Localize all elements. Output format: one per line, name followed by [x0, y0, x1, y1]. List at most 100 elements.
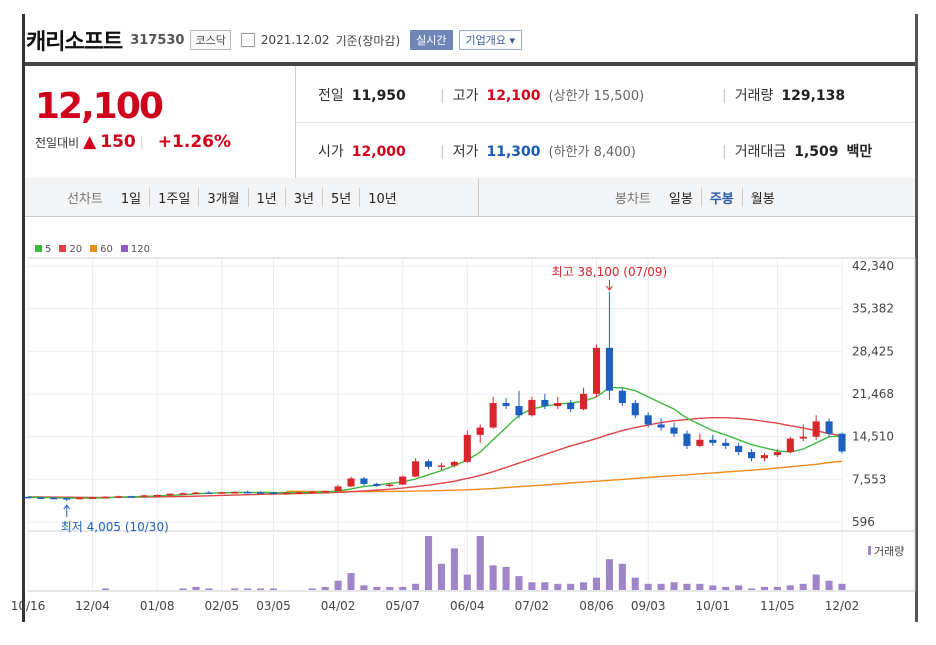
- period-1y[interactable]: 1년: [247, 188, 285, 207]
- volume-bar: [696, 583, 704, 590]
- volume-bar: [748, 588, 756, 590]
- candle-daily[interactable]: 일봉: [668, 192, 693, 207]
- volume-bar: [489, 565, 497, 590]
- high-label: 고가: [452, 88, 479, 104]
- volume-bar: [528, 582, 536, 590]
- up-arrow-icon: ▲: [83, 132, 97, 152]
- volume-bar: [347, 573, 355, 590]
- volume-bar: [179, 588, 187, 590]
- x-tick-label: 02/05: [205, 599, 240, 613]
- ma-legend: 5 20 60 120: [35, 244, 150, 255]
- y-tick-label: 14,510: [852, 430, 894, 444]
- candle-body: [489, 403, 497, 428]
- candle-body: [140, 495, 148, 497]
- ma20-line: [27, 417, 843, 499]
- volume-bar: [399, 586, 407, 590]
- candle-body: [153, 494, 161, 497]
- open-label: 시가: [318, 144, 344, 160]
- prev-close: 전일 11,950: [318, 85, 406, 105]
- current-price: 12,100: [35, 86, 164, 127]
- volume-bar: [657, 583, 665, 590]
- period-1w[interactable]: 1주일: [149, 188, 198, 207]
- candle-body: [63, 498, 71, 500]
- volume-bar: [257, 588, 265, 590]
- candle-body: [244, 491, 252, 494]
- volume-legend-swatch: [868, 546, 871, 555]
- candle-body: [424, 461, 433, 467]
- divider: |: [722, 144, 727, 160]
- volume-bar: [386, 586, 394, 590]
- candle-body: [321, 491, 329, 493]
- period-5y[interactable]: 5년: [322, 188, 359, 207]
- candle-body: [644, 415, 652, 425]
- ma5-line: [27, 387, 843, 499]
- candle-body: [114, 496, 122, 498]
- legend-label: 5: [45, 244, 52, 255]
- x-tick-label: 05/07: [385, 599, 420, 613]
- candle-monthly[interactable]: 월봉: [741, 188, 783, 207]
- x-tick-label: 04/02: [321, 599, 356, 613]
- candle-body: [541, 399, 549, 407]
- volume-bar: [450, 548, 458, 590]
- volume-bar: [812, 574, 820, 590]
- x-tick-label: 07/02: [515, 599, 550, 613]
- realtime-button[interactable]: 실시간: [410, 30, 453, 50]
- low-label: 저가: [452, 144, 479, 160]
- volume-bar: [463, 574, 471, 590]
- candle-body: [838, 433, 846, 452]
- volume-bar: [825, 580, 833, 590]
- volume-bar: [567, 583, 575, 590]
- legend-label: 20: [69, 244, 83, 255]
- prev-value: 11,950: [351, 88, 406, 104]
- divider: |: [440, 88, 445, 104]
- period-bar: 선차트 1일 1주일 3개월 1년 3년 5년 10년 봉차트 일봉 주봉 월봉: [25, 178, 915, 217]
- company-overview-button[interactable]: 기업개요 ▾: [458, 30, 523, 50]
- volume-bar: [541, 582, 549, 590]
- candle-body: [748, 452, 756, 459]
- candle-body: [308, 491, 316, 494]
- candle-body: [786, 438, 794, 453]
- volume-bar: [424, 536, 433, 590]
- period-1d[interactable]: 1일: [120, 192, 142, 207]
- volume-bar: [605, 559, 613, 590]
- candle-body: [812, 421, 820, 437]
- x-tick-label: 09/03: [631, 599, 666, 613]
- candle-body: [567, 403, 575, 410]
- period-10y[interactable]: 10년: [359, 188, 405, 207]
- amount-value: 1,509: [794, 144, 839, 160]
- legend-swatch: [120, 245, 128, 252]
- volume-bar: [735, 585, 743, 590]
- x-tick-label: 08/06: [579, 599, 614, 613]
- y-tick-label: 21,468: [852, 387, 894, 401]
- period-3y[interactable]: 3년: [284, 188, 322, 207]
- upper-limit: (상한가 15,500): [548, 89, 645, 104]
- candle-body: [696, 439, 704, 446]
- volume-bar: [760, 586, 769, 590]
- volume-bar: [334, 580, 342, 590]
- line-chart-periods: 선차트 1일 1주일 3개월 1년 3년 5년 10년: [67, 188, 405, 207]
- volume-bar: [101, 588, 110, 590]
- candle-weekly[interactable]: 주봉: [700, 188, 742, 207]
- frame-edge-left: [22, 14, 25, 622]
- period-3m[interactable]: 3개월: [198, 188, 247, 207]
- candle-body: [192, 492, 200, 495]
- y-tick-label: 35,382: [852, 302, 894, 316]
- volume-bar: [580, 582, 588, 590]
- legend-label: 60: [100, 244, 113, 255]
- open-price: 시가 12,000: [318, 141, 406, 161]
- low-arrowhead: [63, 504, 71, 510]
- candle-body: [709, 439, 717, 443]
- volume-bar: [231, 588, 239, 590]
- amount-unit: 백만: [846, 144, 873, 160]
- legend-label: 120: [130, 244, 150, 255]
- volume-bar: [554, 583, 562, 590]
- calendar-icon: [240, 33, 255, 47]
- trade-amount: | 거래대금 1,509 백만: [722, 141, 872, 161]
- candle-body: [127, 496, 135, 498]
- volume-bar: [360, 585, 368, 590]
- candle-body: [269, 492, 278, 495]
- volume-bar: [437, 563, 446, 590]
- candle-body: [631, 403, 639, 416]
- candle-body: [592, 347, 601, 394]
